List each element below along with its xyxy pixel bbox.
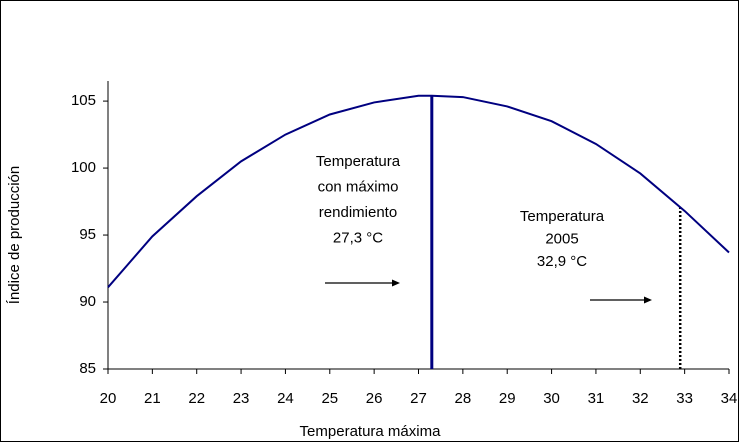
x-tick-label: 30 bbox=[543, 390, 560, 407]
x-tick-label: 31 bbox=[588, 390, 605, 407]
annotation: Temperatura bbox=[520, 208, 605, 225]
x-tick-label: 20 bbox=[100, 390, 117, 407]
annotation: 27,3 °C bbox=[333, 229, 383, 246]
x-tick-label: 22 bbox=[188, 390, 205, 407]
x-tick-label: 34 bbox=[721, 390, 738, 407]
annotation: 2005 bbox=[545, 230, 578, 247]
x-tick-label: 32 bbox=[632, 390, 649, 407]
arrow-head bbox=[392, 279, 400, 287]
annotation: con máximo bbox=[318, 178, 399, 195]
data-line bbox=[107, 94, 730, 288]
x-tick-label: 23 bbox=[233, 390, 250, 407]
y-tick-label: 100 bbox=[71, 159, 96, 176]
x-tick-label: 33 bbox=[676, 390, 693, 407]
annotation: rendimiento bbox=[319, 204, 397, 221]
x-tick-label: 24 bbox=[277, 390, 294, 407]
x-axis-label: Temperatura máxima bbox=[300, 423, 442, 440]
annotation: Temperatura bbox=[316, 153, 401, 170]
x-tick-label: 28 bbox=[455, 390, 472, 407]
y-tick-label: 90 bbox=[79, 293, 96, 310]
x-tick-label: 25 bbox=[321, 390, 338, 407]
y-tick-label: 95 bbox=[79, 226, 96, 243]
y-tick-label: 85 bbox=[79, 360, 96, 377]
annotation: 32,9 °C bbox=[537, 253, 587, 270]
x-tick-label: 29 bbox=[499, 390, 516, 407]
x-tick-label: 27 bbox=[410, 390, 427, 407]
x-tick-label: 21 bbox=[144, 390, 161, 407]
y-axis-label: Índice de producción bbox=[6, 166, 23, 304]
x-tick-label: 26 bbox=[366, 390, 383, 407]
y-tick-label: 105 bbox=[71, 92, 96, 109]
arrow-head bbox=[644, 296, 652, 304]
